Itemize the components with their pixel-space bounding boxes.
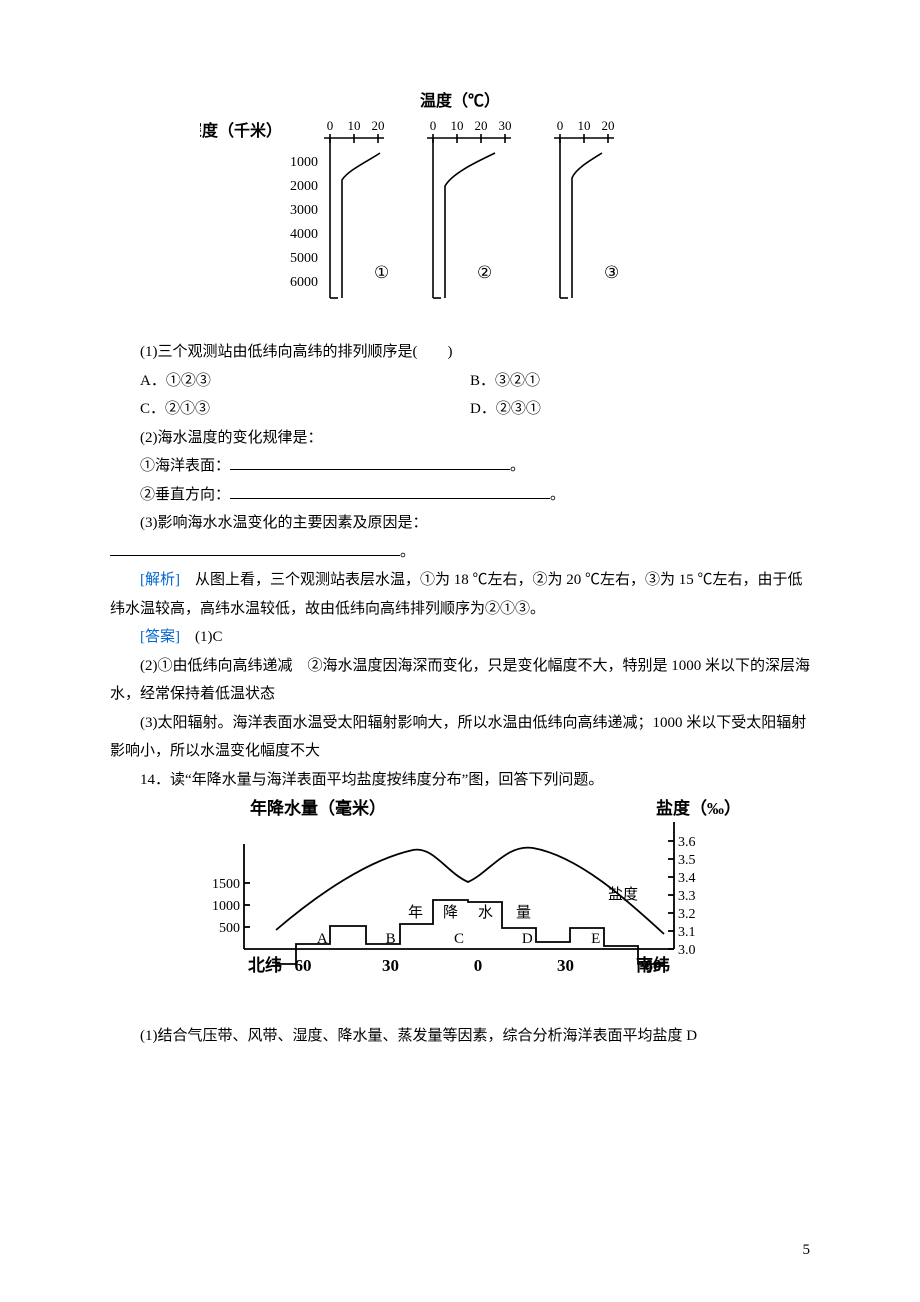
svg-text:A: A <box>317 931 328 947</box>
svg-text:10: 10 <box>348 118 361 133</box>
answer-a1: (1)C <box>180 629 223 645</box>
svg-text:30: 30 <box>499 118 512 133</box>
svg-text:20: 20 <box>602 118 615 133</box>
svg-text:10: 10 <box>451 118 464 133</box>
svg-text:0: 0 <box>474 956 483 975</box>
salinity-svg: 年降水量（毫米） 盐度（‰） 500 1000 1500 3.0 3.1 3.2 3.3 3.4 3… <box>180 794 740 1004</box>
svg-text:①: ① <box>374 263 389 282</box>
svg-text:③: ③ <box>604 263 619 282</box>
q2-line1b: 。 <box>510 458 525 474</box>
q1-opt-c: C．②①③ <box>140 395 470 424</box>
salinity-chart: 年降水量（毫米） 盐度（‰） 500 1000 1500 3.0 3.1 3.2 3.3 3.4 3… <box>110 794 810 1004</box>
svg-text:年降水量（毫米）: 年降水量（毫米） <box>250 798 386 818</box>
svg-text:B: B <box>386 931 396 947</box>
q1-stem: (1)三个观测站由低纬向高纬的排列顺序是( ) <box>110 338 810 367</box>
answer-label: [答案] <box>140 629 180 645</box>
q14-stem: 14．读“年降水量与海洋表面平均盐度按纬度分布”图，回答下列问题。 <box>110 766 810 795</box>
svg-text:6000: 6000 <box>290 275 318 290</box>
svg-text:降: 降 <box>443 904 458 921</box>
svg-text:20: 20 <box>372 118 385 133</box>
svg-text:3.3: 3.3 <box>678 889 696 904</box>
q2-line1: ①海洋表面： 。 <box>110 452 810 481</box>
q1-opt-a: A．①②③ <box>140 367 470 396</box>
q3-blank <box>110 555 400 556</box>
svg-text:2000: 2000 <box>290 179 318 194</box>
svg-text:3000: 3000 <box>290 203 318 218</box>
q2-line2: ②垂直方向： 。 <box>110 481 810 510</box>
svg-text:3.6: 3.6 <box>678 835 696 850</box>
q3-stem: (3)影响海水水温变化的主要因素及原因是： <box>110 509 810 538</box>
page-number: 5 <box>803 1236 811 1265</box>
analysis-text: 从图上看，三个观测站表层水温，①为 18 ℃左右，②为 20 ℃左右，③为 15… <box>110 572 803 617</box>
svg-text:4000: 4000 <box>290 227 318 242</box>
svg-text:30: 30 <box>557 956 574 975</box>
svg-text:1000: 1000 <box>290 155 318 170</box>
answer-line1: [答案] (1)C <box>110 623 810 652</box>
svg-text:温度（℃）: 温度（℃） <box>419 91 500 110</box>
svg-text:北纬: 北纬 <box>248 955 282 975</box>
svg-text:盐度: 盐度 <box>608 886 638 903</box>
q2-blank1 <box>230 469 510 470</box>
svg-text:南纬: 南纬 <box>636 955 670 975</box>
svg-text:3.2: 3.2 <box>678 907 696 922</box>
svg-text:3.1: 3.1 <box>678 925 696 940</box>
svg-text:0: 0 <box>327 118 334 133</box>
q1-opts-row1: A．①②③ B．③②① <box>110 367 810 396</box>
svg-text:盐度（‰）: 盐度（‰） <box>656 798 740 818</box>
q3-blank-row: 。 <box>110 538 810 567</box>
answer-a2: (2)①由低纬向高纬递减 ②海水温度因海深而变化，只是变化幅度不大，特别是 10… <box>110 652 810 709</box>
analysis-label: [解析] <box>140 572 180 588</box>
answer-a3: (3)太阳辐射。海洋表面水温受太阳辐射影响大，所以水温由低纬向高纬递减；1000… <box>110 709 810 766</box>
svg-text:1500: 1500 <box>212 877 240 892</box>
q14-1: (1)结合气压带、风带、湿度、降水量、蒸发量等因素，综合分析海洋表面平均盐度 D <box>110 1022 810 1051</box>
svg-text:量: 量 <box>516 905 531 921</box>
svg-text:20: 20 <box>475 118 488 133</box>
q2-line2a: ②垂直方向： <box>140 487 230 503</box>
svg-text:0: 0 <box>557 118 564 133</box>
svg-text:30: 30 <box>382 956 399 975</box>
svg-text:3.4: 3.4 <box>678 871 696 886</box>
svg-text:3.5: 3.5 <box>678 853 696 868</box>
svg-text:D: D <box>522 931 533 947</box>
q2-line1a: ①海洋表面： <box>140 458 230 474</box>
q1-opt-d: D．②③① <box>470 395 541 424</box>
depth-temp-svg: 温度（℃）深度（千米）10002000300040005000600001020… <box>200 90 720 320</box>
depth-temp-chart: 温度（℃）深度（千米）10002000300040005000600001020… <box>110 90 810 320</box>
svg-text:深度（千米）: 深度（千米） <box>200 121 282 140</box>
q1-opt-b: B．③②① <box>470 367 540 396</box>
svg-text:水: 水 <box>478 904 493 921</box>
analysis-para: [解析] 从图上看，三个观测站表层水温，①为 18 ℃左右，②为 20 ℃左右，… <box>110 566 810 623</box>
q2-line2b: 。 <box>550 487 565 503</box>
svg-text:E: E <box>591 931 600 947</box>
svg-text:C: C <box>454 931 464 947</box>
svg-text:3.0: 3.0 <box>678 943 696 958</box>
svg-text:1000: 1000 <box>212 899 240 914</box>
q2-stem: (2)海水温度的变化规律是： <box>110 424 810 453</box>
svg-text:②: ② <box>477 263 492 282</box>
svg-text:10: 10 <box>578 118 591 133</box>
svg-text:60: 60 <box>295 956 312 975</box>
svg-text:500: 500 <box>219 921 240 936</box>
page: 温度（℃）深度（千米）10002000300040005000600001020… <box>0 0 920 1302</box>
svg-text:年: 年 <box>408 904 423 921</box>
svg-text:5000: 5000 <box>290 251 318 266</box>
svg-text:0: 0 <box>430 118 437 133</box>
q1-opts-row2: C．②①③ D．②③① <box>110 395 810 424</box>
q2-blank2 <box>230 498 550 499</box>
q3-tail: 。 <box>400 544 415 560</box>
